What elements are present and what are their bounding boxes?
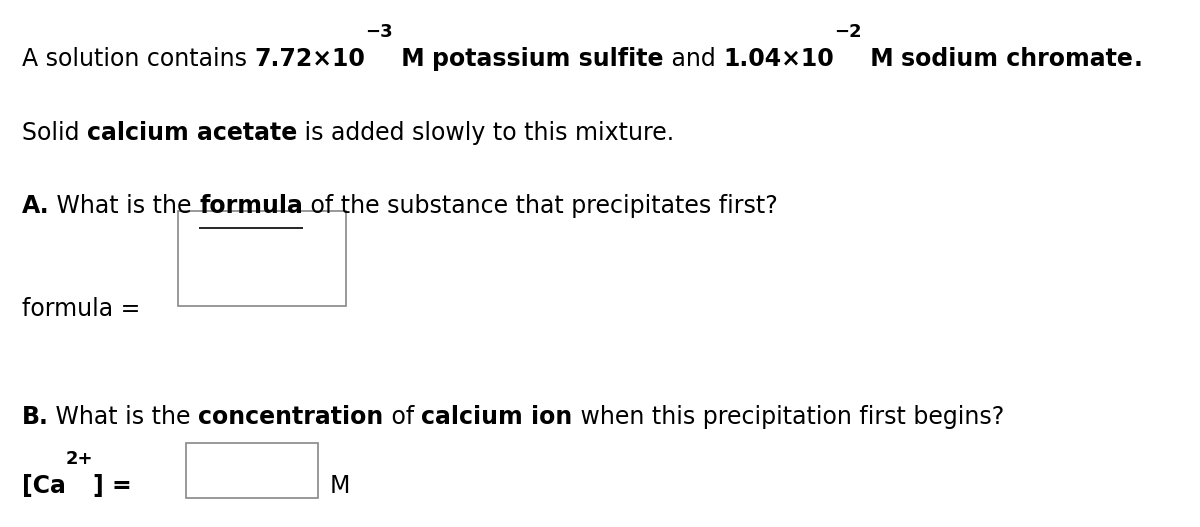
Text: 2+: 2+ xyxy=(66,450,92,468)
Text: of the substance that precipitates first?: of the substance that precipitates first… xyxy=(304,194,778,218)
Text: potassium sulfite: potassium sulfite xyxy=(432,47,664,71)
Text: A.: A. xyxy=(22,194,49,218)
Text: −2: −2 xyxy=(834,23,862,41)
Text: M: M xyxy=(862,47,901,71)
Text: −3: −3 xyxy=(365,23,392,41)
Text: What is the: What is the xyxy=(48,405,198,429)
Text: 1.04×10: 1.04×10 xyxy=(724,47,834,71)
Text: calcium ion: calcium ion xyxy=(421,405,572,429)
Text: sodium chromate: sodium chromate xyxy=(901,47,1133,71)
Text: formula =: formula = xyxy=(22,297,148,321)
Text: B.: B. xyxy=(22,405,48,429)
Text: of: of xyxy=(384,405,421,429)
Text: ] =: ] = xyxy=(92,474,132,497)
Text: .: . xyxy=(1133,47,1142,71)
Text: [Ca: [Ca xyxy=(22,474,66,497)
Text: when this precipitation first begins?: when this precipitation first begins? xyxy=(572,405,1004,429)
Text: M: M xyxy=(330,474,350,497)
Text: calcium acetate: calcium acetate xyxy=(86,121,296,144)
Text: concentration: concentration xyxy=(198,405,384,429)
Text: M: M xyxy=(392,47,432,71)
Text: 7.72×10: 7.72×10 xyxy=(254,47,365,71)
FancyBboxPatch shape xyxy=(178,211,346,306)
Text: Solid: Solid xyxy=(22,121,86,144)
Text: formula: formula xyxy=(199,194,304,218)
Text: and: and xyxy=(664,47,724,71)
Text: A solution contains: A solution contains xyxy=(22,47,254,71)
Text: What is the: What is the xyxy=(49,194,199,218)
FancyBboxPatch shape xyxy=(186,443,318,498)
Text: is added slowly to this mixture.: is added slowly to this mixture. xyxy=(296,121,674,144)
